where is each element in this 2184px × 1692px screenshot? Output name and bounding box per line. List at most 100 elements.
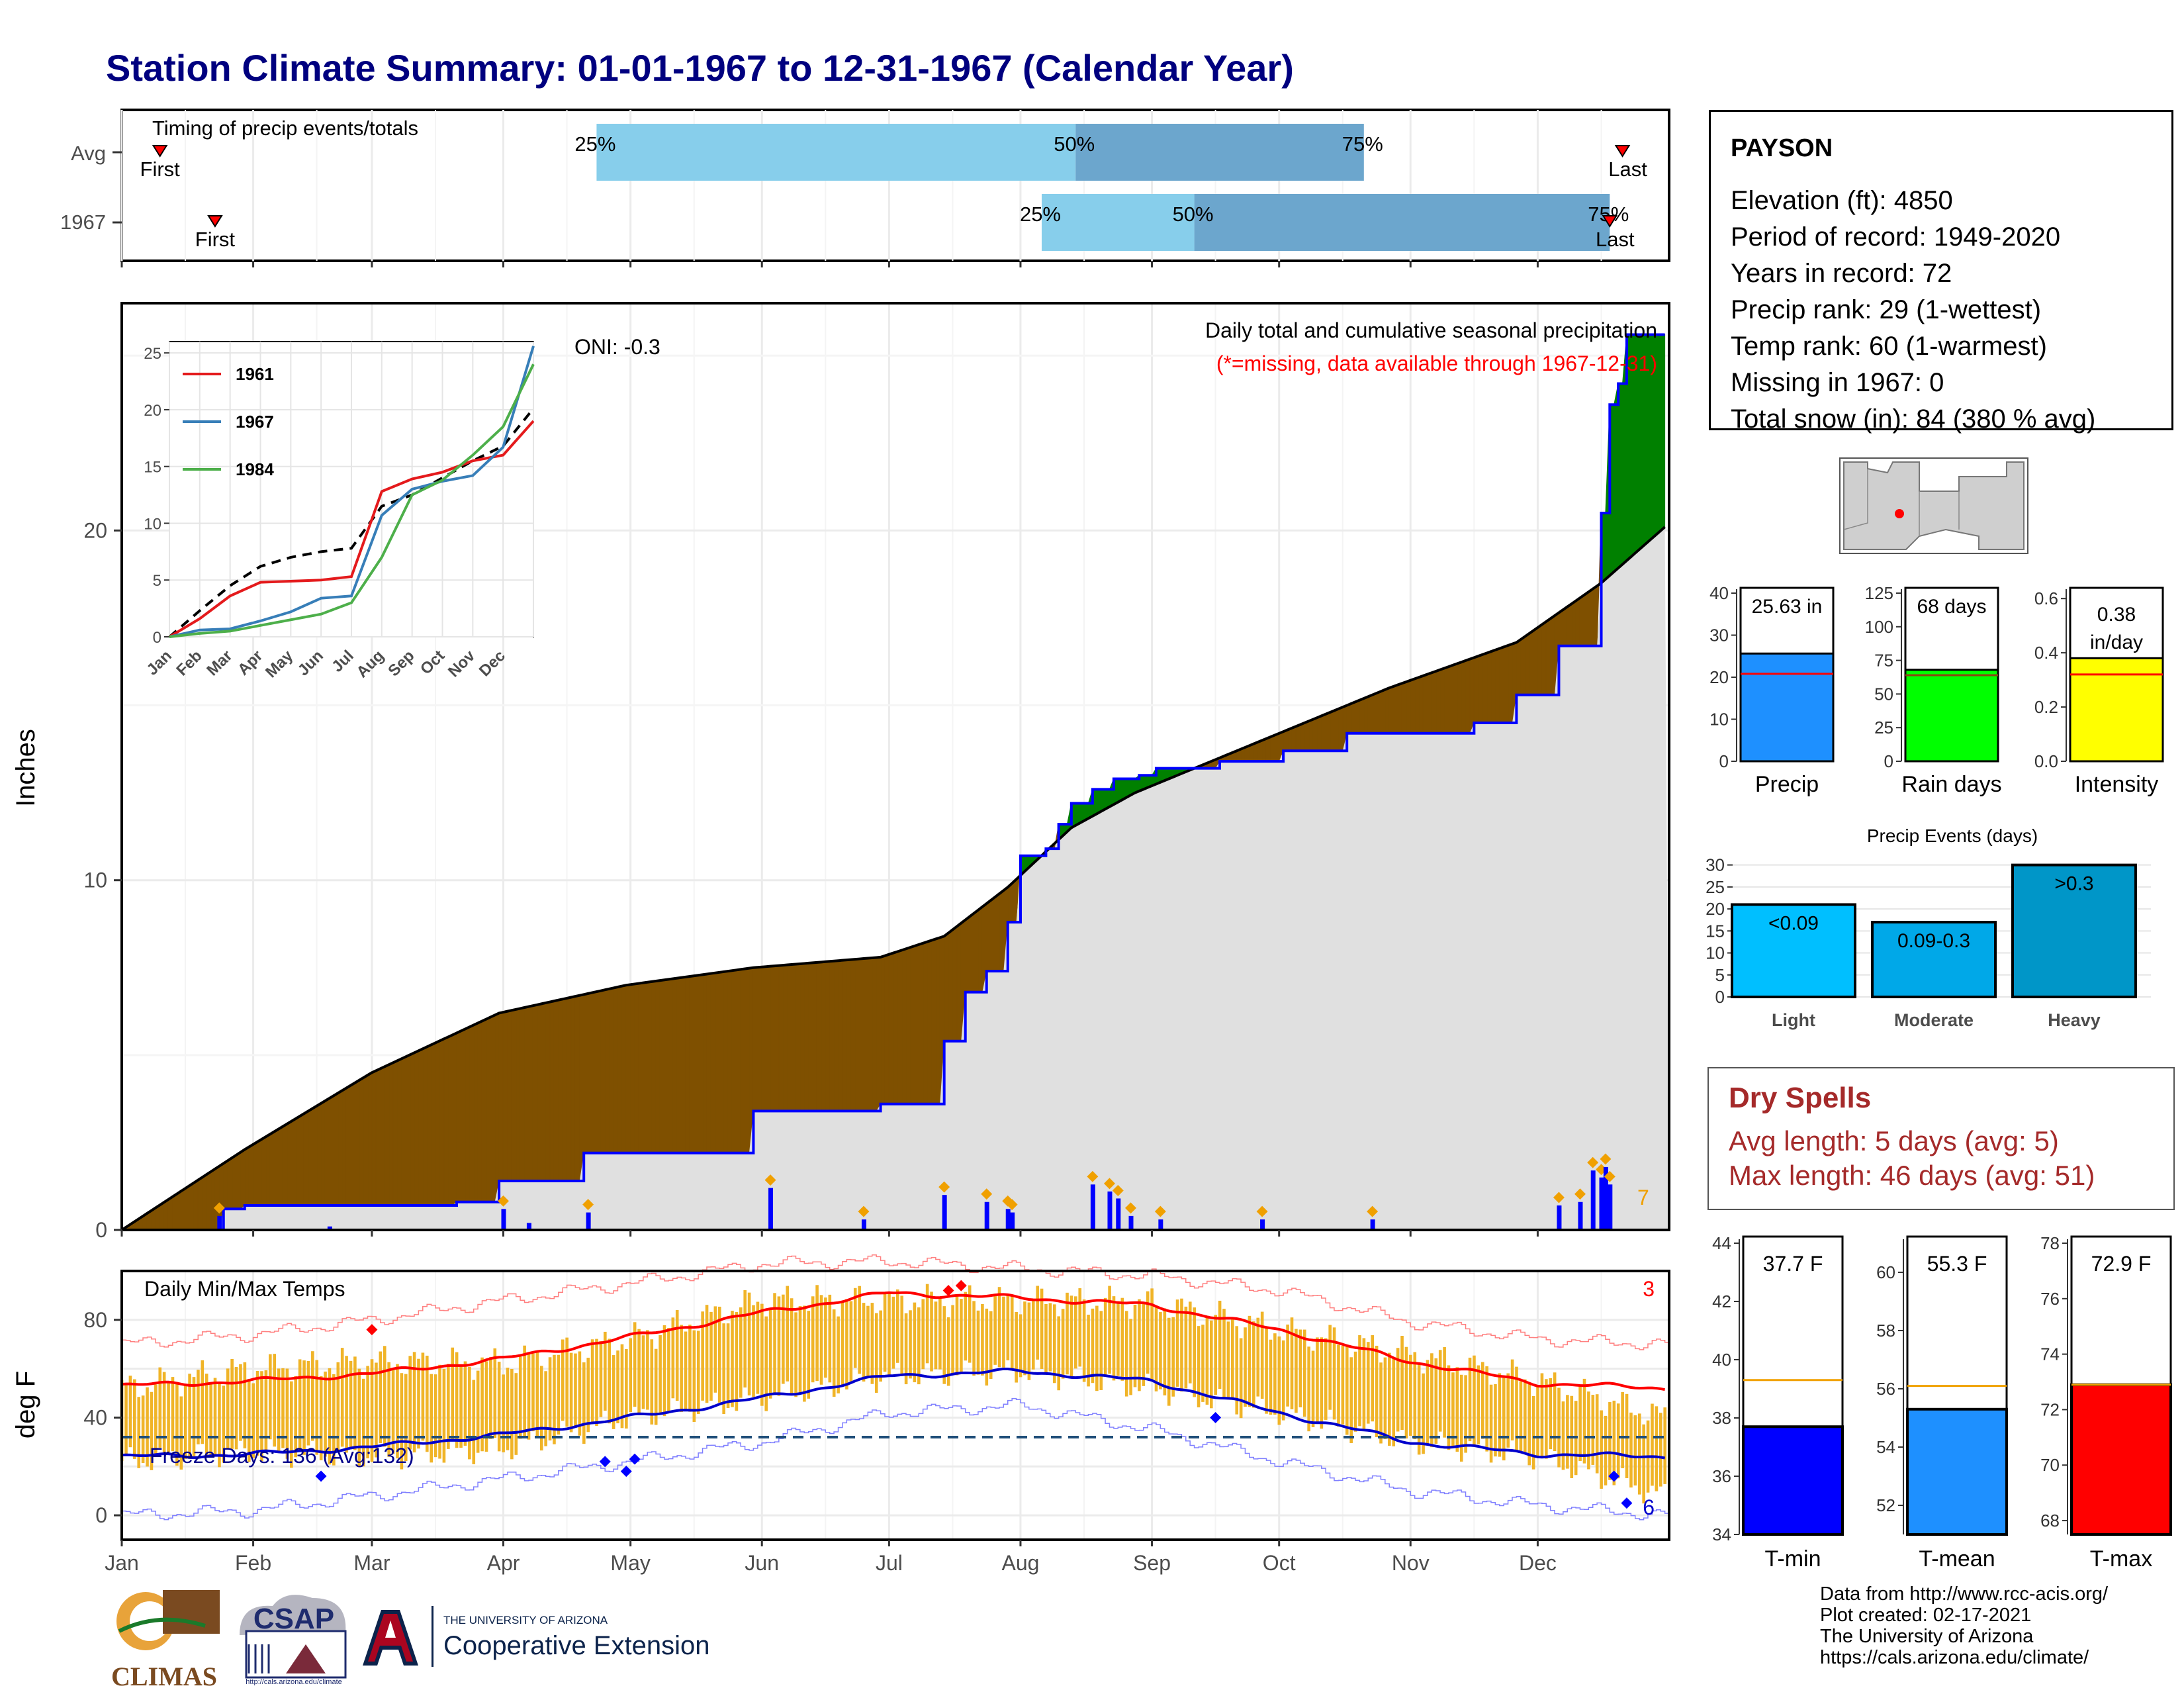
daily-temp-bar (1443, 1347, 1446, 1438)
daily-temp-bar (1316, 1337, 1319, 1424)
daily-temp-bar (179, 1396, 183, 1470)
daily-temp-bar (539, 1366, 543, 1451)
deficit-area (1550, 615, 1555, 696)
daily-temp-bar (162, 1372, 166, 1455)
daily-temp-bar (1082, 1299, 1086, 1382)
station-elevation: Elevation (ft): 4850 (1731, 186, 1953, 215)
deficit-area (672, 978, 678, 1154)
daily-temp-bar (133, 1379, 136, 1459)
daily-temp-bar (616, 1350, 619, 1424)
deficit-area (948, 929, 953, 1042)
events-ytick-label: 10 (1706, 943, 1725, 963)
daily-precip-bar (1107, 1191, 1113, 1230)
events-bar-range: 0.09-0.3 (1897, 930, 1970, 952)
snow-marker (1125, 1202, 1136, 1214)
month-label: Jun (745, 1551, 779, 1575)
deficit-area (880, 955, 886, 1105)
daily-precip-bar (1128, 1215, 1134, 1230)
daily-temp-bar (942, 1306, 946, 1384)
deficit-area (1545, 618, 1551, 696)
daily-temp-bar (1061, 1309, 1065, 1379)
deficit-area (1431, 671, 1437, 734)
daily-precip-bar (501, 1209, 506, 1230)
inset-ytick-label: 15 (144, 459, 161, 477)
deficit-area (956, 922, 962, 1042)
deficit-area (808, 962, 813, 1111)
month-label: Nov (1392, 1551, 1430, 1575)
deficit-area (422, 1046, 428, 1206)
record-high-marker (955, 1280, 967, 1292)
daily-temp-bar (1281, 1340, 1285, 1421)
daily-temp-bar (874, 1313, 878, 1393)
daily-temp-bar (1524, 1379, 1527, 1452)
surplus-area (1614, 383, 1619, 573)
deficit-area (689, 975, 695, 1154)
deficit-area (990, 896, 996, 972)
deficit-area (452, 1032, 457, 1207)
daily-temp-bar (383, 1346, 387, 1447)
daily-temp-bar (1222, 1309, 1226, 1399)
summary-ytick-label: 100 (1865, 617, 1893, 637)
daily-temp-bar (1489, 1384, 1493, 1463)
station-missing: Missing in 1967: 0 (1731, 368, 1944, 397)
snow-marker (938, 1181, 950, 1193)
daily-temp-bar (1506, 1373, 1510, 1448)
surplus-area (1660, 334, 1666, 532)
temp-ytick-label: 0 (95, 1503, 107, 1527)
temp-panel-frame (120, 1270, 1670, 1541)
deficit-area (1380, 689, 1386, 734)
daily-temp-bar (1129, 1319, 1132, 1395)
summary-ytick-label: 25 (1874, 718, 1893, 737)
deficit-area (702, 973, 707, 1154)
deficit-area (1287, 728, 1293, 751)
inset-legend-label: 1967 (236, 412, 274, 432)
deficit-area (202, 1174, 207, 1231)
daily-temp-bar (1417, 1364, 1421, 1455)
daily-precip-bar (526, 1223, 531, 1230)
deficit-area (528, 1005, 533, 1182)
deficit-area (460, 1028, 466, 1203)
deficit-area (232, 1154, 237, 1209)
deficit-area (1529, 630, 1534, 696)
daily-temp-bar (234, 1367, 238, 1450)
dry-spells-max: Max length: 46 days (avg: 51) (1729, 1160, 2095, 1191)
daily-temp-bar (1231, 1319, 1234, 1400)
daily-temp-bar (985, 1308, 989, 1386)
deficit-area (1270, 734, 1275, 762)
daily-temp-bar (1087, 1315, 1090, 1387)
snow-marker (1154, 1205, 1166, 1217)
deficit-area (312, 1105, 318, 1206)
daily-temp-bar (476, 1370, 480, 1453)
daily-temp-bar (1154, 1306, 1158, 1391)
deficit-area (562, 998, 568, 1182)
deficit-area (210, 1168, 216, 1231)
deficit-area (918, 943, 924, 1105)
deficit-area (893, 951, 898, 1105)
daily-temp-bar (264, 1370, 268, 1452)
daily-temp-bar (548, 1357, 552, 1440)
daily-temp-bar (582, 1362, 586, 1444)
deficit-area (456, 1030, 461, 1203)
deficit-area (1567, 603, 1572, 647)
deficit-area (1508, 643, 1513, 724)
deficit-area (392, 1060, 398, 1206)
deficit-area (791, 963, 796, 1111)
first-event-marker (152, 145, 168, 158)
daily-temp-bar (1485, 1366, 1488, 1452)
daily-temp-bar (404, 1374, 408, 1462)
timing-q25-label: 25% (1020, 203, 1061, 226)
deficit-area (1346, 703, 1352, 734)
deficit-area (914, 944, 919, 1105)
deficit-area (1338, 706, 1343, 751)
daily-temp-bar (1345, 1345, 1349, 1435)
deficit-area (799, 963, 805, 1111)
daily-temp-bar (938, 1297, 942, 1370)
deficit-area (426, 1044, 432, 1206)
deficit-area (341, 1087, 347, 1206)
station-name: PAYSON (1731, 134, 1833, 162)
deficit-area (1257, 739, 1263, 762)
daily-temp-bar (565, 1337, 569, 1427)
daily-precip-bar (861, 1219, 866, 1230)
deficit-area (532, 1004, 538, 1182)
